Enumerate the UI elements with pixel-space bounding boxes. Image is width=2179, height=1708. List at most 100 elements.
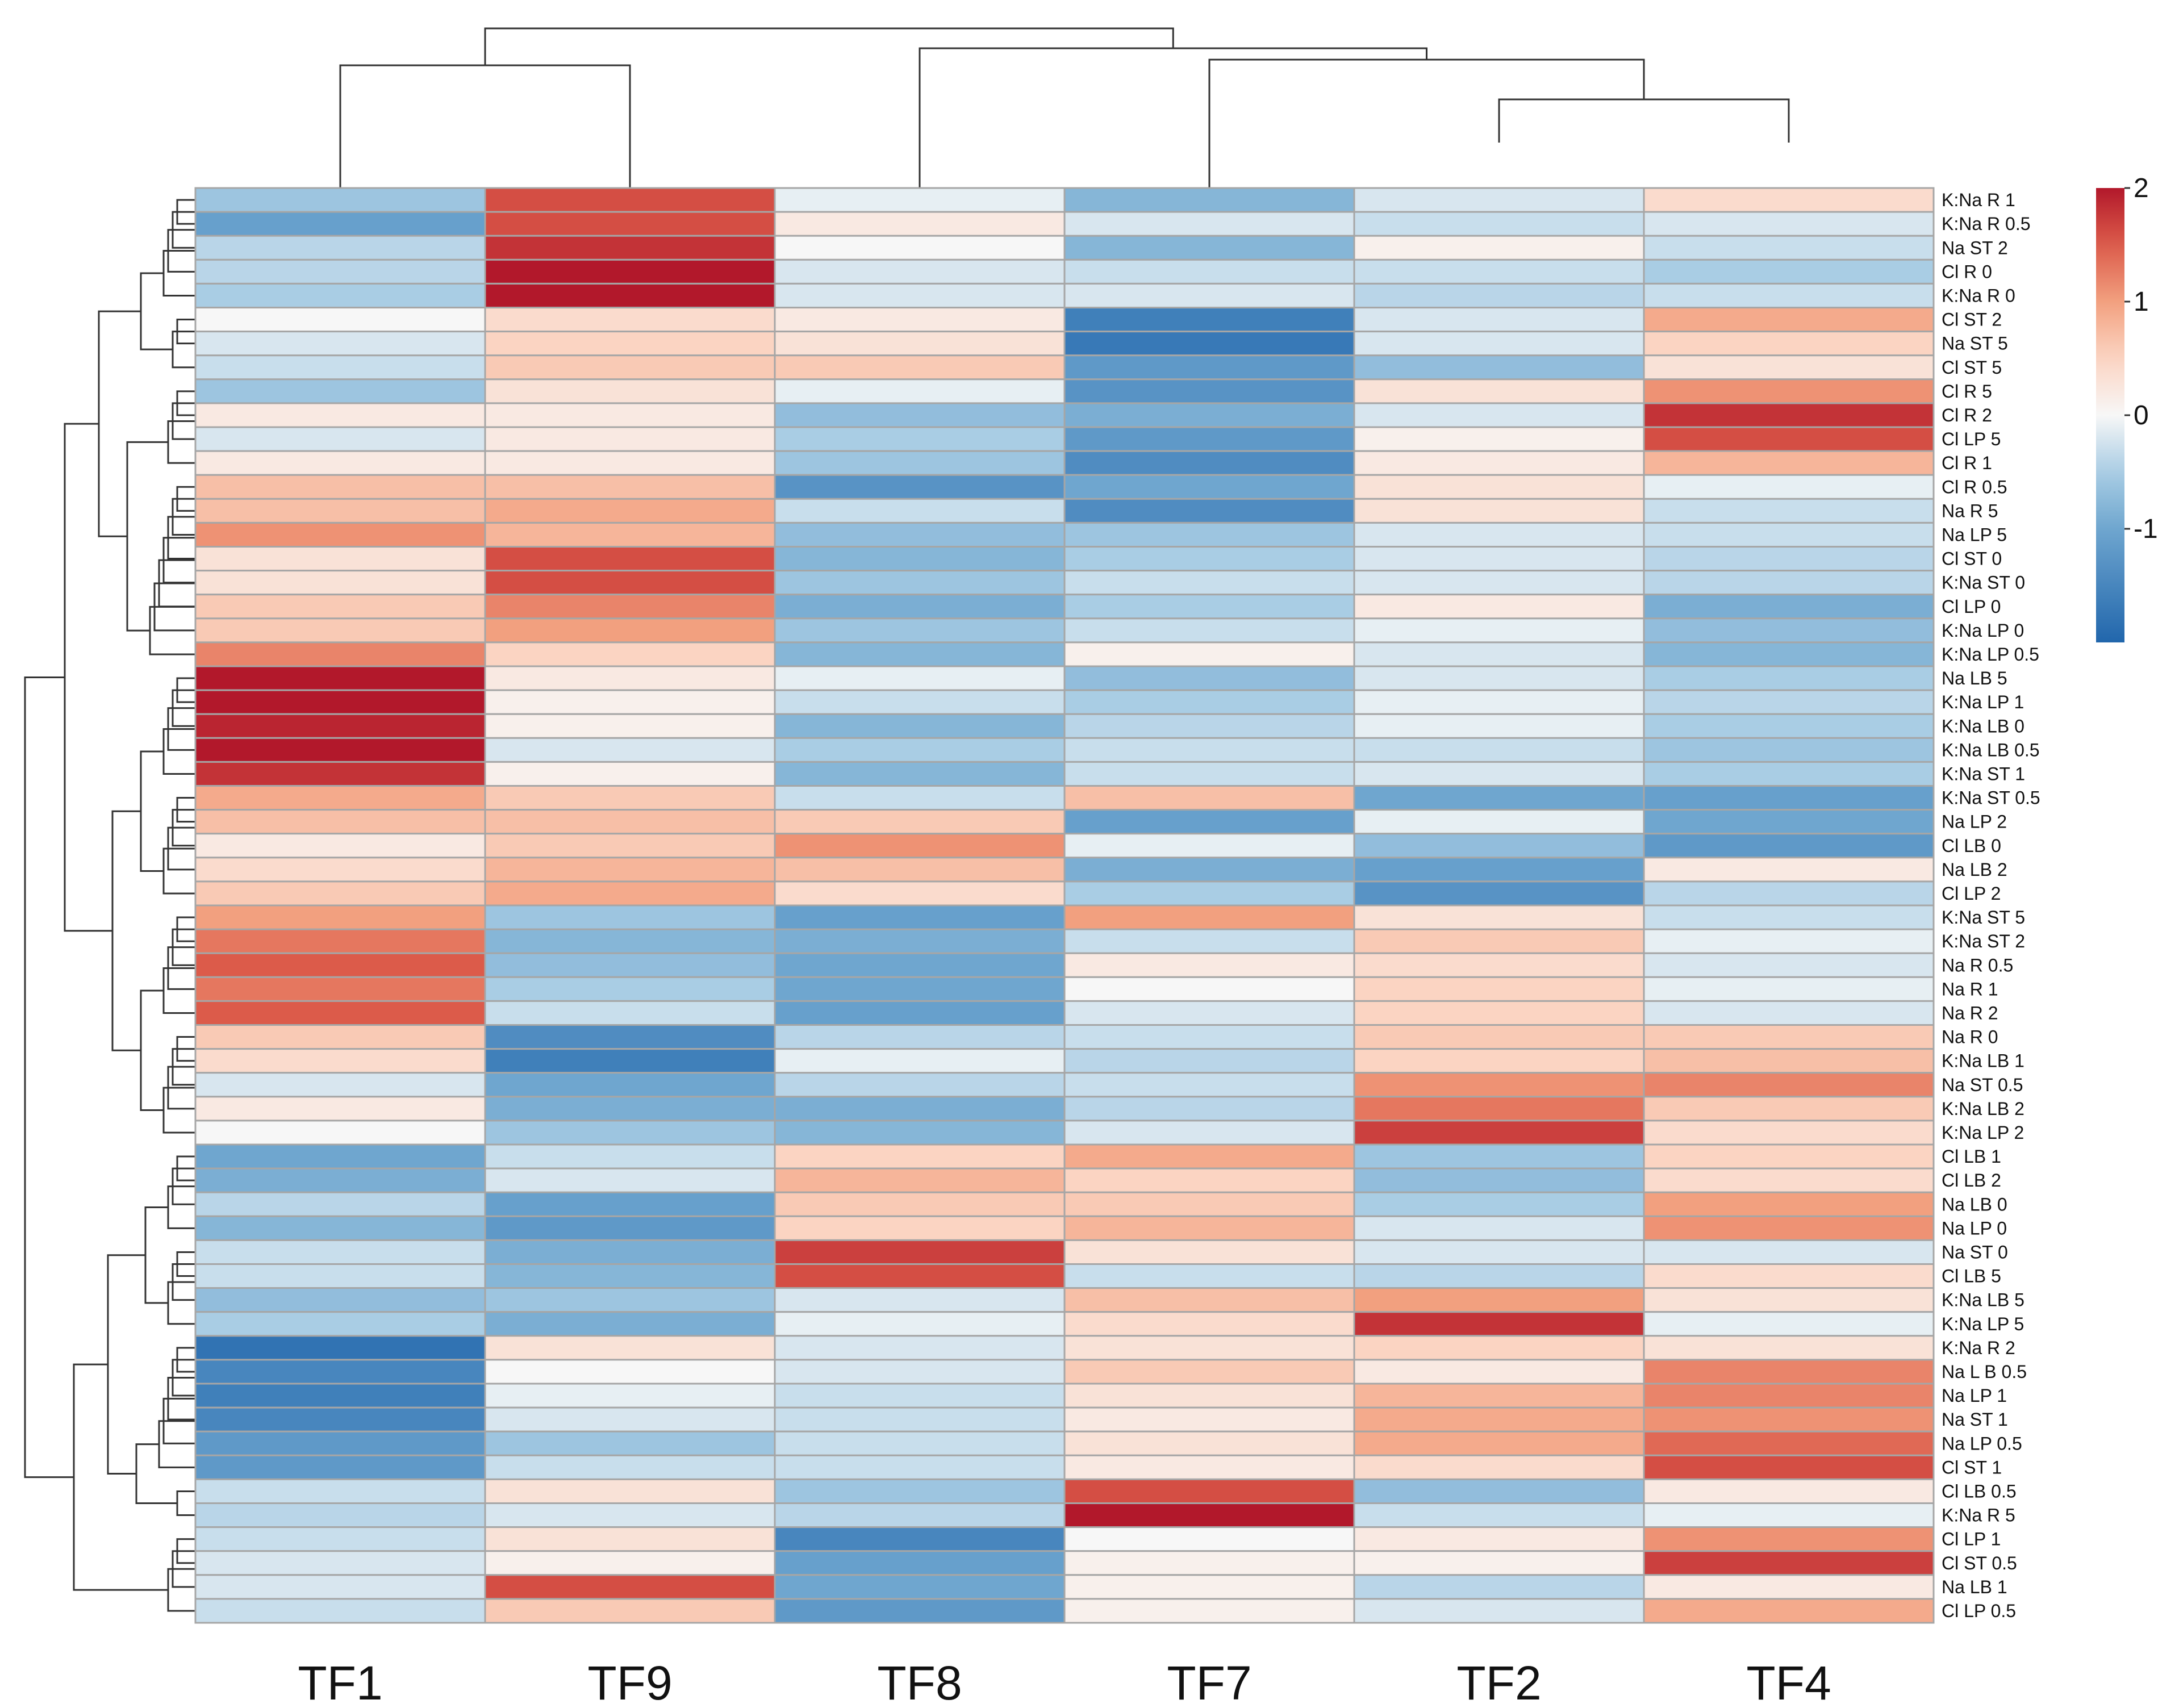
heatmap-cell [1353,1311,1645,1337]
heatmap-cell [774,976,1066,1002]
color-scale-legend: 2 1 0 -1 [2096,173,2158,642]
heatmap-cell [1063,546,1355,572]
heatmap-cell [1643,761,1935,787]
heatmap-cell [1063,1430,1355,1456]
row-label: Na LB 1 [1942,1577,2007,1597]
heatmap-cell [1063,809,1355,835]
heatmap-cell [1643,1048,1935,1074]
row-label: Na R 2 [1942,1003,1998,1023]
heatmap-cell [1353,617,1645,644]
heatmap-cell [1643,713,1935,739]
heatmap-cell [194,546,486,572]
heatmap-cell [1063,1478,1355,1504]
heatmap-cell [484,331,776,357]
heatmap-cell [194,258,486,285]
heatmap-cell [194,617,486,644]
row-label: Cl ST 1 [1942,1457,2002,1477]
heatmap-cell [1643,426,1935,452]
heatmap-cell [1353,426,1645,452]
heatmap-cell [1643,1383,1935,1409]
heatmap-cell [774,546,1066,572]
heatmap-cell [1353,402,1645,428]
heatmap-cell [1643,1454,1935,1480]
heatmap-cell [1063,1167,1355,1193]
heatmap-cell [1643,1263,1935,1289]
row-label: Na LB 0 [1942,1194,2007,1214]
heatmap-cell [484,378,776,404]
heatmap-cell [1643,1598,1935,1624]
heatmap-cell [194,1000,486,1026]
heatmap-cell [194,1383,486,1409]
heatmap-cell [774,521,1066,548]
heatmap-cell [1353,187,1645,213]
heatmap-cell [1353,258,1645,285]
heatmap-cell [774,235,1066,261]
heatmap-cell [484,1526,776,1552]
row-label: K:Na ST 5 [1942,907,2025,928]
heatmap-cell [194,1406,486,1433]
heatmap-cell [194,689,486,715]
heatmap-cell [194,498,486,524]
heatmap-cell [194,1359,486,1385]
row-label: Na ST 1 [1942,1409,2008,1430]
heatmap-cell [774,1311,1066,1337]
heatmap-cell [484,546,776,572]
heatmap-cell [774,641,1066,667]
row-label: Cl LB 5 [1942,1266,2001,1287]
row-label: K:Na R 2 [1942,1338,2015,1358]
row-label: Na LB 2 [1942,859,2007,880]
heatmap-cell [1353,354,1645,381]
heatmap-cell [774,833,1066,859]
heatmap-cell [1353,450,1645,476]
heatmap-cell [1353,1191,1645,1217]
heatmap-cell [484,1430,776,1456]
heatmap-cell [1643,378,1935,404]
heatmap-cell [1353,1072,1645,1098]
dendrogram-link [107,1254,145,1475]
heatmap-cell [194,665,486,691]
heatmap-cell [1643,521,1935,548]
heatmap-cell [1063,1598,1355,1624]
row-label: Cl LP 0 [1942,596,2001,617]
heatmap-cell [1353,1263,1645,1289]
heatmap-cell [1353,1287,1645,1313]
heatmap-cell [194,1502,486,1529]
heatmap-cell [1353,331,1645,357]
heatmap-cell [774,1048,1066,1074]
heatmap-cell [1643,331,1935,357]
heatmap-cell [1643,809,1935,835]
row-label: K:Na LB 0.5 [1942,740,2040,760]
column-label: TF2 [1456,1656,1541,1708]
heatmap-cell [1063,426,1355,452]
heatmap-cell [194,1096,486,1122]
heatmap-cell [1063,1550,1355,1576]
heatmap-cell [774,1024,1066,1050]
heatmap-cell [1353,737,1645,763]
heatmap-cell [194,402,486,428]
column-label: TF4 [1746,1656,1831,1708]
heatmap-cell [774,1287,1066,1313]
heatmap-cell [1353,1383,1645,1409]
heatmap-cell [484,713,776,739]
heatmap-cell [484,1024,776,1050]
heatmap-cell [484,1550,776,1576]
dendrogram-link [484,27,1174,65]
heatmap-cell [194,1430,486,1456]
heatmap-cell [194,331,486,357]
heatmap-cell [1643,1024,1935,1050]
dendrogram-link [144,1206,168,1304]
heatmap-cell [484,1239,776,1265]
heatmap-cell [194,594,486,620]
heatmap-cell [1353,546,1645,572]
heatmap-cell [1643,1120,1935,1146]
heatmap-cell [774,1430,1066,1456]
heatmap-cell [484,1215,776,1241]
row-label: Na ST 0 [1942,1242,2008,1262]
row-label: Na LP 0.5 [1942,1433,2022,1454]
heatmap-cell [774,785,1066,811]
dendrogram-link [73,1363,168,1591]
heatmap-cell [1063,1526,1355,1552]
heatmap-cell [1063,928,1355,954]
heatmap-cell [1353,282,1645,308]
